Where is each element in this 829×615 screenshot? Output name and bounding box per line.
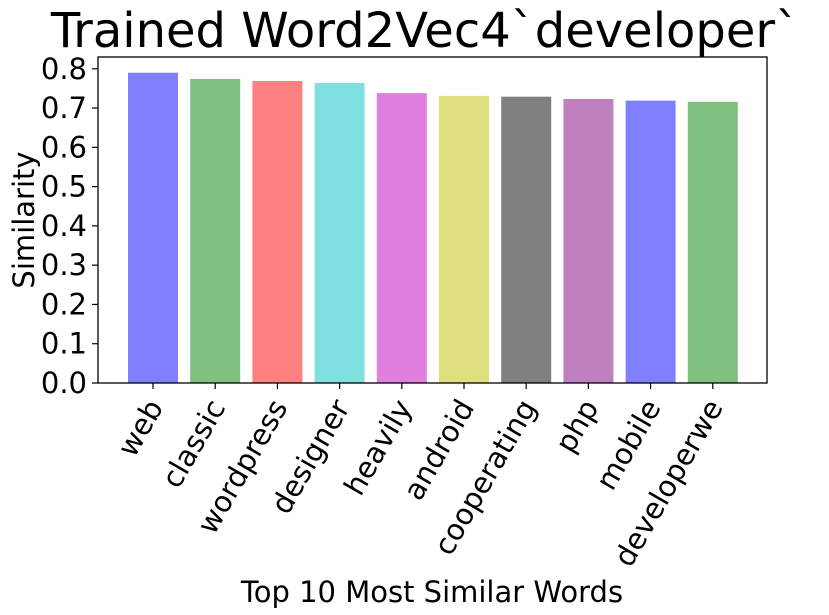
y-tick-label: 0.6 xyxy=(41,130,87,164)
chart-title: Trained Word2Vec4`developer` xyxy=(50,3,799,59)
y-axis-label: Similarity xyxy=(7,151,41,288)
y-tick-label: 0.1 xyxy=(41,327,87,361)
plot-frame xyxy=(97,56,768,384)
bar-android xyxy=(439,95,489,384)
bar-classic xyxy=(190,79,241,383)
y-tick-label: 0.2 xyxy=(41,287,87,321)
y-tick-label: 0.7 xyxy=(41,91,87,125)
bar-mobile xyxy=(625,100,676,383)
bar-web xyxy=(128,72,178,383)
y-tick-label: 0.8 xyxy=(41,52,87,86)
x-axis-label: Top 10 Most Similar Words xyxy=(240,575,623,609)
bar-designer xyxy=(314,82,365,384)
bar-developerwe xyxy=(687,101,738,384)
bar-wordpress xyxy=(252,81,303,383)
y-tick-label: 0.0 xyxy=(41,366,87,400)
y-axis: 0.0 0.1 0.2 0.3 0.4 0.5 0.6 0.7 0.8 xyxy=(41,52,98,400)
bar-heavily xyxy=(376,93,427,383)
bar-php xyxy=(563,99,614,383)
x-tick-label: web xyxy=(111,394,170,463)
y-tick-label: 0.5 xyxy=(41,170,87,204)
bars-layer xyxy=(128,72,738,384)
y-tick-label: 0.3 xyxy=(41,248,87,282)
bar-cooperating xyxy=(501,96,552,383)
x-tick-label: php xyxy=(548,394,605,459)
y-tick-label: 0.4 xyxy=(41,209,87,243)
x-axis: webclassicwordpressdesignerheavilyandroi… xyxy=(111,383,730,572)
